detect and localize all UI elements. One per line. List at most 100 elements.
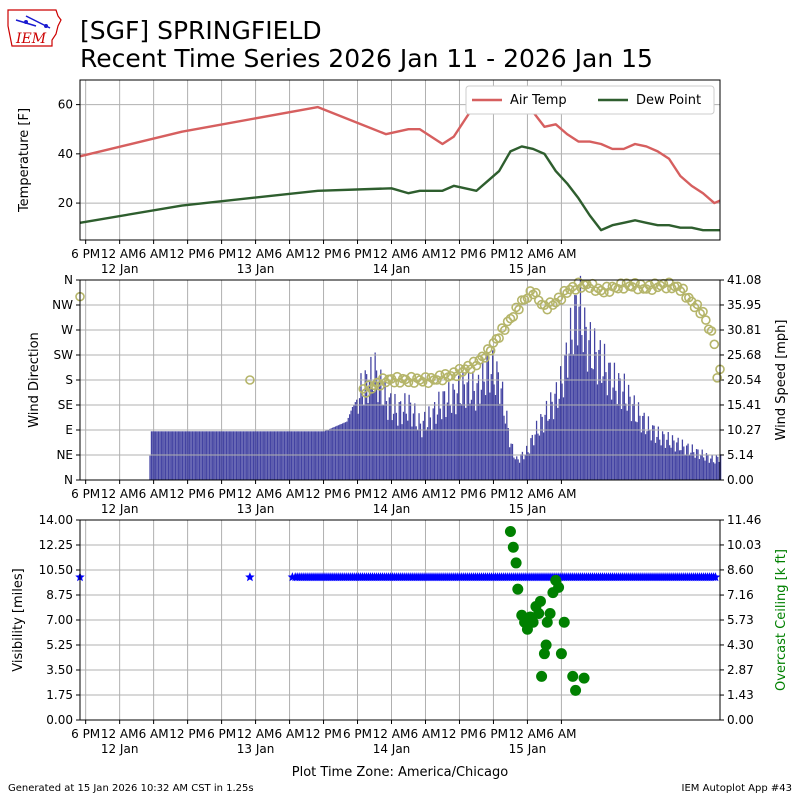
wind-speed-bar xyxy=(470,399,473,480)
wind-direction-point xyxy=(480,353,490,363)
wind-speed-bar xyxy=(506,410,508,480)
wind-speed-bar xyxy=(351,406,354,480)
wind-speed-bar xyxy=(272,431,274,480)
x-tick-label: 12 AM xyxy=(237,487,275,501)
wind-speed-bar xyxy=(278,431,280,480)
wind-speed-bar xyxy=(664,447,667,480)
ceiling-tick-label: 7.16 xyxy=(727,588,754,602)
x-tick-label: 12 AM xyxy=(509,727,547,741)
wind-speed-bar xyxy=(636,422,638,480)
wind-speed-bar xyxy=(479,403,481,480)
wind-speed-bar xyxy=(363,404,365,480)
wind-speed-bar xyxy=(472,371,474,480)
wind-speed-bar xyxy=(419,423,422,480)
wind-direction-point xyxy=(369,380,380,391)
wind-direction-point xyxy=(499,325,510,335)
wind-speed-bar xyxy=(704,460,706,480)
wind-speed-bar xyxy=(302,431,304,480)
wind-speed-bar xyxy=(241,431,243,480)
x-day-label: 14 Jan xyxy=(373,742,411,756)
wind-speed-bar xyxy=(191,431,194,480)
wind-speed-bar xyxy=(194,431,196,480)
wind-speed-bar xyxy=(605,372,607,480)
ceiling-point xyxy=(504,526,516,538)
x-tick-label: 6 PM xyxy=(71,727,100,741)
wind-speed-bar xyxy=(705,453,708,480)
x-tick-label: 12 AM xyxy=(373,247,411,261)
wind-speed-bar xyxy=(373,391,375,480)
ceiling-point xyxy=(555,648,567,660)
wind-direction-point xyxy=(245,375,255,385)
wind-speed-bar xyxy=(635,421,637,480)
x-tick-label: 6 AM xyxy=(410,727,440,741)
wind-speed-bar xyxy=(695,449,698,480)
x-tick-label: 12 AM xyxy=(509,487,547,501)
wind-speed-bar xyxy=(550,392,552,480)
wind-speed-bar xyxy=(613,362,616,480)
wind-speed-bar xyxy=(429,417,432,480)
wind-speed-axis-label: Wind Speed [mph] xyxy=(774,320,789,441)
wind-speed-bar xyxy=(404,393,406,480)
wind-speed-bar xyxy=(701,449,703,480)
visibility-tick-label: 12.25 xyxy=(39,538,73,552)
x-tick-label: 12 PM xyxy=(441,247,478,261)
x-tick-label: 6 PM xyxy=(71,487,100,501)
wind-speed-bar xyxy=(381,404,383,480)
wind-speed-bar xyxy=(242,431,245,480)
wind-speed-bar xyxy=(265,431,267,480)
wind-speed-bar xyxy=(433,402,436,480)
wind-speed-bar xyxy=(540,414,542,480)
wind-speed-bar xyxy=(189,431,191,480)
ceiling-point xyxy=(567,670,579,682)
wind-direction-point xyxy=(511,302,521,313)
wind-speed-bar xyxy=(678,450,681,480)
wind-speed-bar xyxy=(486,355,488,480)
wind-speed-bar xyxy=(330,428,332,480)
wind-speed-bar xyxy=(568,353,570,480)
wind-speed-bar xyxy=(676,442,678,480)
wind-speed-bar xyxy=(475,410,477,480)
wind-speed-bar xyxy=(521,451,524,480)
wind-speed-bar xyxy=(462,372,464,480)
wind-direction-point xyxy=(616,278,626,288)
temp-y-tick-label: 60 xyxy=(58,98,73,112)
wind-speed-bar xyxy=(309,431,311,480)
iem-logo: IEM xyxy=(6,6,64,54)
ceiling-tick-label: 11.46 xyxy=(727,513,761,527)
wind-speed-bar xyxy=(458,375,460,480)
wind-speed-bar xyxy=(565,342,567,480)
wind-speed-bar xyxy=(660,445,662,480)
wind-speed-bar xyxy=(251,431,253,480)
wind-direction-point xyxy=(494,333,504,343)
wind-speed-bar xyxy=(261,431,263,480)
wind-speed-bar xyxy=(174,431,177,480)
wind-speed-bar xyxy=(710,458,712,480)
ceiling-tick-label: 8.60 xyxy=(727,563,754,577)
wind-speed-bar xyxy=(238,431,240,480)
wind-speed-bar xyxy=(155,431,157,480)
wind-speed-bar xyxy=(215,431,218,480)
wind-speed-bar xyxy=(402,411,405,480)
wind-speed-bar xyxy=(349,414,351,480)
wind-speed-bar xyxy=(537,433,539,480)
wind-speed-bar xyxy=(456,393,458,480)
axes-frame xyxy=(79,519,721,721)
x-tick-label: 12 PM xyxy=(305,727,342,741)
x-tick-label: 6 AM xyxy=(546,487,576,501)
legend-box xyxy=(465,85,715,115)
wind-speed-bar xyxy=(234,431,236,480)
wind-speed-bar xyxy=(398,402,400,480)
wind-speed-bar xyxy=(591,368,593,480)
x-tick-label: 12 PM xyxy=(441,727,478,741)
wind-speed-bar xyxy=(476,383,478,480)
wind-speed-bar xyxy=(584,307,586,480)
wind-speed-bar xyxy=(544,414,546,480)
wind-speed-bar xyxy=(366,374,368,480)
wind-speed-bar xyxy=(647,416,650,480)
x-tick-label: 6 PM xyxy=(207,487,236,501)
wind-speed-bar xyxy=(167,431,170,480)
wind-speed-bar xyxy=(473,390,475,480)
wind-speed-bar xyxy=(357,413,359,480)
wind-speed-bar xyxy=(442,391,444,480)
wind-speed-bar xyxy=(632,403,634,480)
